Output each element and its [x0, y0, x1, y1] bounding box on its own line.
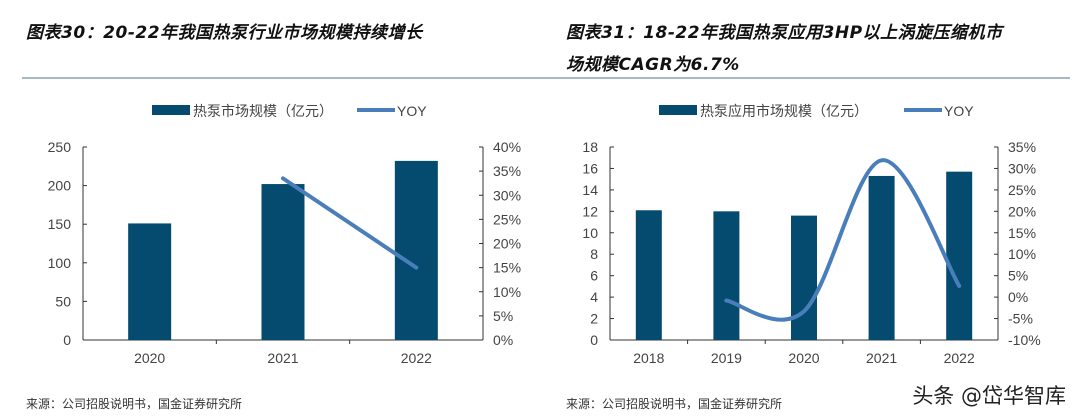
bar: [394, 160, 438, 340]
x-tick-label: 2018: [633, 350, 664, 366]
y2-tick-label: 0%: [1008, 289, 1028, 305]
y2-tick-label: 25%: [493, 211, 521, 227]
y-tick-label: 0: [63, 332, 71, 348]
y-tick-label: 12: [582, 203, 598, 219]
bar: [868, 175, 895, 340]
y2-tick-label: 10%: [493, 284, 521, 300]
chart-title-right-line2: 场规模CAGR为6.7%: [566, 55, 740, 75]
bar: [713, 211, 740, 340]
y-tick-label: 16: [582, 160, 598, 176]
chart-title-left: 图表30：20-22年我国热泵行业市场规模持续增长: [26, 23, 423, 43]
yoy-line: [724, 158, 962, 322]
y-tick-label: 0: [590, 332, 598, 348]
legend-bar-label: 热泵市场规模（亿元）: [193, 103, 333, 119]
y-tick-label: 4: [590, 289, 598, 305]
y-tick-label: 50: [55, 293, 71, 309]
x-tick-label: 2021: [866, 350, 897, 366]
legend-bar-label: 热泵应用市场规模（亿元）: [700, 103, 868, 119]
y-tick-label: 14: [582, 182, 598, 198]
y-tick-label: 200: [48, 178, 72, 194]
x-tick-label: 2022: [944, 350, 975, 366]
y-tick-label: 8: [590, 246, 598, 262]
yoy-line: [281, 176, 419, 270]
watermark: 头条 @岱华智库: [912, 384, 1066, 408]
y-tick-label: 250: [48, 139, 72, 155]
x-tick-label: 2019: [711, 350, 742, 366]
y2-tick-label: -10%: [1008, 332, 1041, 348]
y-tick-label: 2: [590, 311, 598, 327]
y-tick-label: 150: [48, 216, 72, 232]
y-tick-label: 100: [48, 255, 72, 271]
y-tick-label: 6: [590, 268, 598, 284]
y2-tick-label: 40%: [493, 139, 521, 155]
y2-tick-label: 30%: [493, 187, 521, 203]
y2-tick-label: 30%: [1008, 160, 1036, 176]
y2-tick-label: 5%: [1008, 268, 1028, 284]
y2-tick-label: 5%: [493, 308, 513, 324]
y-tick-label: 10: [582, 225, 598, 241]
bar: [128, 223, 172, 340]
source-left: 来源：公司招股说明书，国金证券研究所: [26, 397, 243, 411]
bar: [635, 210, 662, 340]
y2-tick-label: 10%: [1008, 246, 1036, 262]
bar: [261, 184, 305, 340]
source-right: 来源：公司招股说明书，国金证券研究所: [566, 397, 783, 411]
y2-tick-label: -5%: [1008, 311, 1033, 327]
legend-line-label: YOY: [944, 103, 974, 119]
x-tick-label: 2021: [267, 350, 298, 366]
bar: [946, 171, 973, 340]
y2-tick-label: 35%: [1008, 139, 1036, 155]
divider: [22, 77, 1070, 79]
y2-tick-label: 0%: [493, 332, 513, 348]
legend-bar-swatch: [659, 105, 697, 115]
x-tick-label: 2022: [401, 350, 432, 366]
y2-tick-label: 20%: [1008, 203, 1036, 219]
y2-tick-label: 15%: [493, 260, 521, 276]
y-tick-label: 18: [582, 139, 598, 155]
y2-tick-label: 25%: [1008, 182, 1036, 198]
chart-title-right-line1: 图表31：18-22年我国热泵应用3HP以上涡旋压缩机市: [566, 23, 1003, 43]
x-tick-label: 2020: [134, 350, 165, 366]
y2-tick-label: 15%: [1008, 225, 1036, 241]
y2-tick-label: 35%: [493, 163, 521, 179]
bar: [791, 215, 817, 340]
legend-line-label: YOY: [397, 103, 427, 119]
legend-bar-swatch: [152, 105, 190, 115]
x-tick-label: 2020: [788, 350, 819, 366]
y2-tick-label: 20%: [493, 236, 521, 252]
